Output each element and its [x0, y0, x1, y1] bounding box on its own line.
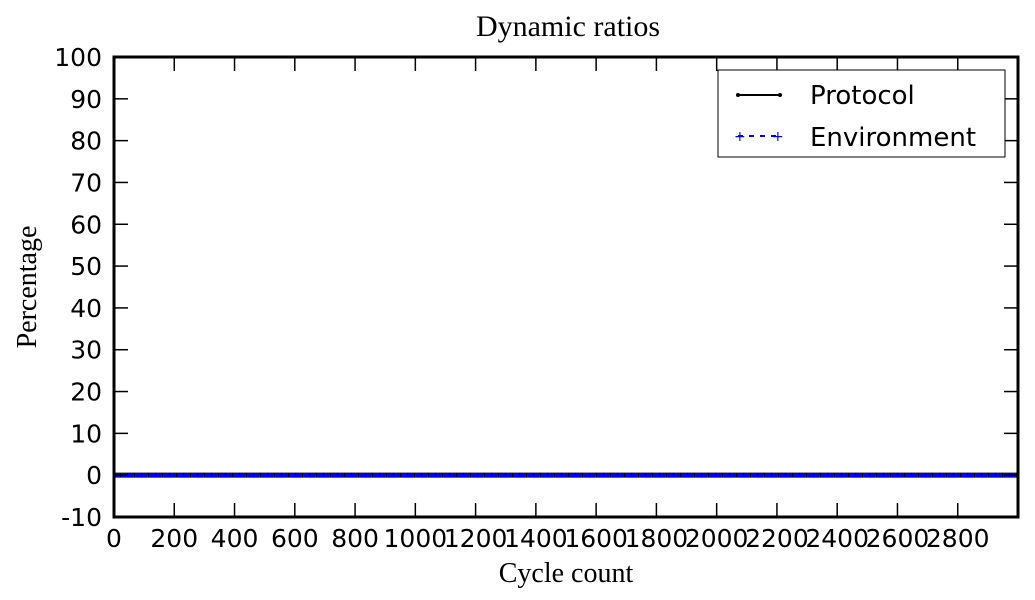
y-tick-label: 100: [54, 43, 102, 72]
legend: Protocol + + Environment: [717, 69, 1006, 158]
legend-marker-environment: +: [772, 129, 784, 145]
y-tick-label: 60: [70, 210, 102, 239]
chart-title: Dynamic ratios: [476, 10, 660, 43]
x-tick-label: 1800: [625, 524, 689, 553]
y-tick-label: 10: [70, 419, 102, 448]
x-tick-label: 2600: [866, 524, 930, 553]
x-axis-label: Cycle count: [499, 558, 634, 589]
x-tick-label: 0: [106, 524, 122, 553]
ticks-layer: 0 200 400 600 800 100012001400160018002000220…: [54, 43, 1018, 553]
y-tick-label: -10: [61, 503, 102, 532]
x-tick-label: 600: [271, 524, 319, 553]
x-tick-label: 2200: [745, 524, 809, 553]
y-tick-label: 80: [70, 127, 102, 156]
x-tick-label: 800: [331, 524, 379, 553]
x-tick-label: 1200: [444, 524, 508, 553]
x-tick-label: 400: [211, 524, 259, 553]
y-axis-label: Percentage: [12, 226, 43, 349]
legend-box: [717, 69, 1006, 158]
y-tick-label: 90: [70, 85, 102, 114]
x-tick-label: 2000: [685, 524, 749, 553]
legend-label-protocol: Protocol: [810, 81, 915, 111]
y-tick-label: 70: [70, 168, 102, 197]
x-tick-label: 2800: [926, 524, 990, 553]
legend-marker-protocol: [778, 93, 782, 97]
y-tick-label: 40: [70, 294, 102, 323]
plot-frame: [112, 55, 1020, 519]
x-tick-label: 2400: [805, 524, 869, 553]
y-tick-label: 30: [70, 336, 102, 365]
legend-marker-environment: +: [734, 129, 746, 145]
x-tick-label: 1600: [564, 524, 628, 553]
x-tick-label: 1000: [384, 524, 448, 553]
legend-label-environment: Environment: [810, 123, 976, 153]
x-tick-label: 200: [150, 524, 198, 553]
y-tick-label: 50: [70, 252, 102, 281]
x-tick-label: 1400: [504, 524, 568, 553]
legend-marker-protocol: [736, 93, 740, 97]
y-tick-label: 0: [86, 461, 102, 490]
y-tick-label: 20: [70, 378, 102, 407]
